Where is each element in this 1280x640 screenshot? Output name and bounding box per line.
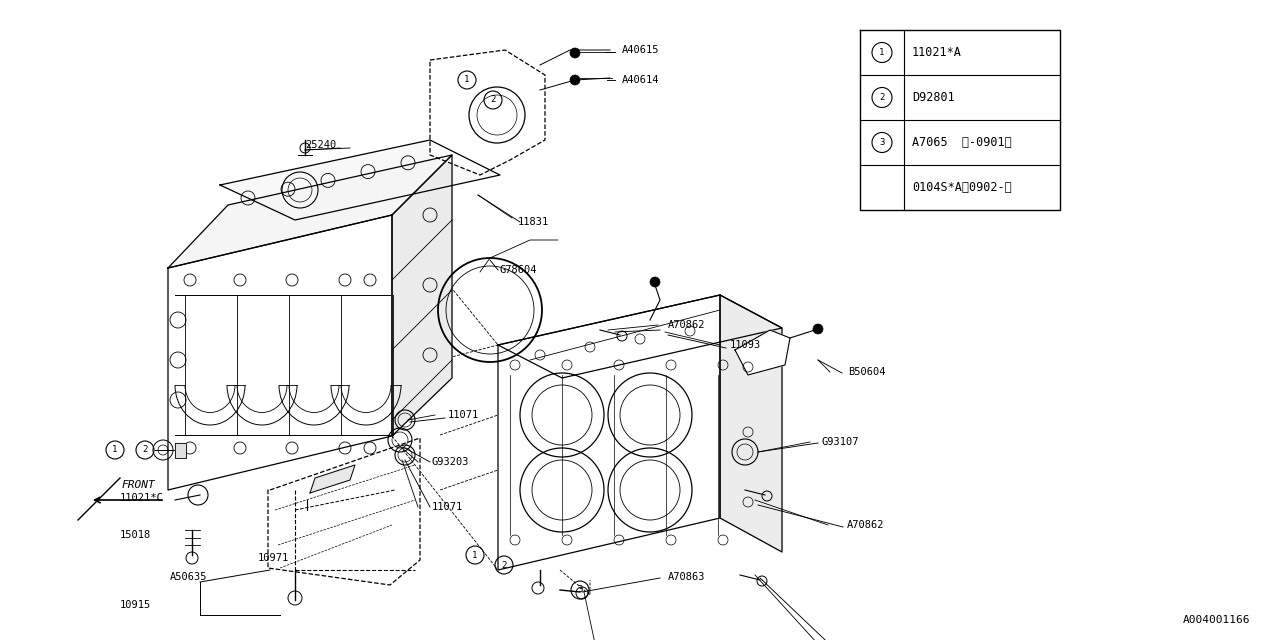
Text: FRONT: FRONT <box>122 480 155 490</box>
Text: 3: 3 <box>879 138 884 147</box>
Text: 11093: 11093 <box>730 340 762 350</box>
Polygon shape <box>719 295 782 552</box>
Polygon shape <box>498 295 719 570</box>
Text: G78604: G78604 <box>500 265 538 275</box>
Polygon shape <box>498 295 782 378</box>
Text: 25240: 25240 <box>305 140 337 150</box>
Polygon shape <box>168 155 452 268</box>
Polygon shape <box>392 155 452 436</box>
Text: 1: 1 <box>465 76 470 84</box>
Text: 0104S*A（0902-）: 0104S*A（0902-） <box>911 181 1011 194</box>
Text: 15018: 15018 <box>120 530 151 540</box>
Text: 2: 2 <box>879 93 884 102</box>
Text: A70862: A70862 <box>847 520 884 530</box>
Polygon shape <box>430 50 545 175</box>
Circle shape <box>650 277 660 287</box>
Polygon shape <box>735 330 790 375</box>
Text: 10971: 10971 <box>259 553 289 563</box>
Text: 11021*A: 11021*A <box>911 46 961 59</box>
Text: A70863: A70863 <box>668 572 705 582</box>
Text: D92801: D92801 <box>911 91 955 104</box>
Polygon shape <box>168 215 392 490</box>
Text: 2: 2 <box>502 561 507 570</box>
Text: 10915: 10915 <box>120 600 151 610</box>
Text: 11831: 11831 <box>518 217 549 227</box>
Polygon shape <box>175 443 186 458</box>
Text: A004001166: A004001166 <box>1183 615 1251 625</box>
Circle shape <box>570 75 580 85</box>
Text: A7065  （-0901）: A7065 （-0901） <box>911 136 1011 149</box>
Text: A50635: A50635 <box>170 572 207 582</box>
Text: 11021*C: 11021*C <box>120 493 164 503</box>
Text: 11071: 11071 <box>433 502 463 512</box>
Text: 1: 1 <box>113 445 118 454</box>
Text: A40615: A40615 <box>622 45 659 55</box>
Text: G93107: G93107 <box>822 437 859 447</box>
Polygon shape <box>310 465 355 493</box>
Text: 3: 3 <box>577 586 582 595</box>
Text: 2: 2 <box>490 95 495 104</box>
Text: 11071: 11071 <box>448 410 479 420</box>
Text: A70862: A70862 <box>668 320 705 330</box>
Text: 1: 1 <box>472 550 477 559</box>
Text: B50604: B50604 <box>849 367 886 377</box>
Polygon shape <box>268 438 420 585</box>
Circle shape <box>813 324 823 334</box>
Text: A40614: A40614 <box>622 75 659 85</box>
Text: 1: 1 <box>879 48 884 57</box>
Text: 2: 2 <box>142 445 147 454</box>
Polygon shape <box>220 140 500 220</box>
Circle shape <box>570 48 580 58</box>
Text: G93203: G93203 <box>433 457 470 467</box>
